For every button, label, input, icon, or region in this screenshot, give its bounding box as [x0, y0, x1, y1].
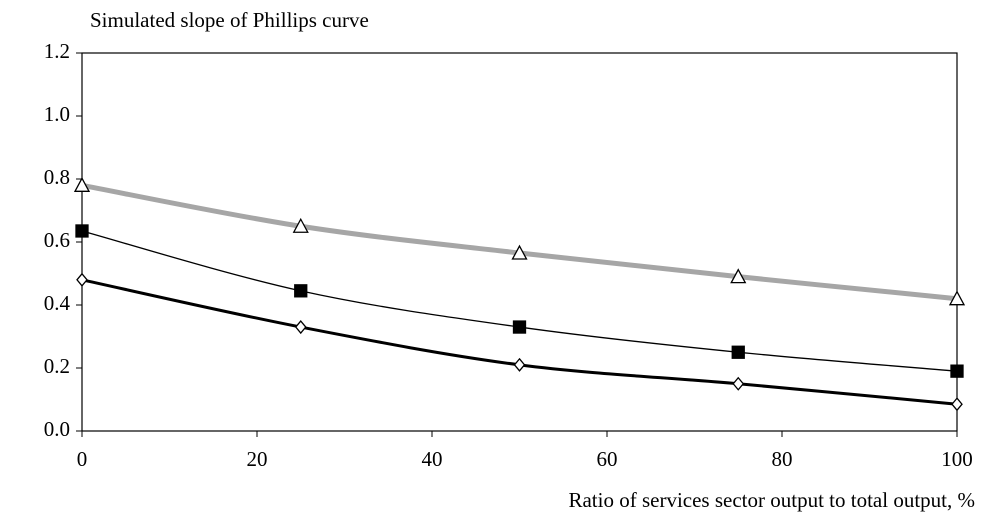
marker	[731, 345, 745, 359]
marker	[75, 224, 89, 238]
y-tick-label: 0.2	[44, 354, 70, 378]
y-tick-label: 0.6	[44, 228, 70, 252]
x-tick-label: 0	[77, 447, 88, 471]
series-line	[81, 182, 958, 302]
marker	[511, 244, 528, 260]
plot-frame	[81, 52, 958, 432]
x-tick-label: 60	[597, 447, 618, 471]
x-tick-label: 100	[941, 447, 973, 471]
marker	[513, 357, 526, 372]
y-tick-label: 1.0	[44, 102, 70, 126]
marker	[73, 176, 91, 192]
y-tick-label: 1.2	[44, 39, 70, 63]
x-tick-label: 20	[247, 447, 268, 471]
chart-title: Simulated slope of Phillips curve	[90, 8, 369, 32]
marker	[950, 364, 964, 378]
x-tick-label: 80	[772, 447, 793, 471]
y-tick-label: 0.8	[44, 165, 70, 189]
marker	[76, 272, 88, 287]
y-tick-label: 0.4	[44, 291, 71, 315]
marker	[948, 290, 966, 306]
x-tick-label: 40	[422, 447, 443, 471]
marker	[951, 397, 963, 412]
marker	[730, 268, 747, 284]
marker	[512, 320, 527, 334]
marker	[732, 376, 745, 391]
y-tick-label: 0.0	[44, 417, 70, 441]
marker	[294, 320, 307, 335]
x-axis-label: Ratio of services sector output to total…	[568, 488, 975, 512]
series-line	[81, 278, 958, 406]
marker	[294, 284, 308, 298]
marker	[292, 217, 309, 233]
